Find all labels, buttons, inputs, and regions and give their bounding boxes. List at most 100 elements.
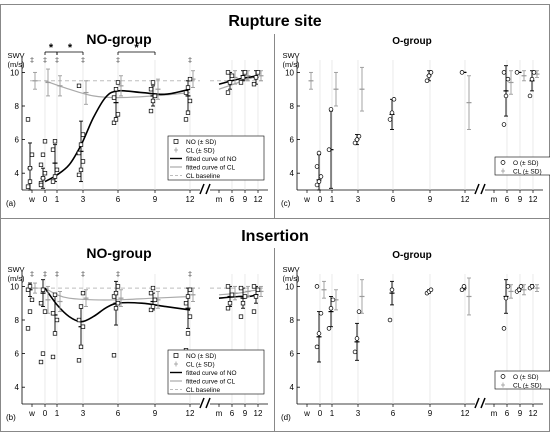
dagger-mark: ‡ [30,56,34,64]
legend-swatch [500,374,506,379]
no-point [225,70,231,75]
no-point [52,174,58,179]
no-point [38,162,44,167]
legend-label: fitted curve of CL [186,379,236,386]
y-axis-label: SWV [282,265,299,274]
axis-break [480,397,486,409]
no-point [253,75,259,80]
no-point [225,90,231,95]
no-point [38,359,44,365]
no-point [225,306,231,311]
o-point [426,73,432,79]
o-point [316,150,322,156]
no-point [115,112,121,117]
no-point [113,306,119,311]
x-tick-label: 6 [116,409,121,418]
axis-break [205,397,211,409]
dagger-mark: ‡ [30,270,34,278]
x-tick-label: 6 [230,409,235,418]
x-tick-label: 1 [330,409,335,418]
no-point [29,152,35,157]
x-tick-label: 3 [81,409,86,418]
y-tick-label: 8 [15,102,20,111]
o-point [459,70,465,75]
no-point [251,284,257,289]
o-point [529,76,535,82]
panel-title: O-group [392,250,431,261]
no-point [150,304,156,309]
o-point [354,336,360,341]
no-point [50,354,56,360]
significance-star: * [49,42,54,54]
no-point [242,294,248,299]
o-point [501,70,507,75]
x-tick-label: w [28,195,35,204]
no-point [38,301,44,306]
o-point [516,287,522,293]
o-point [527,93,533,99]
axis-break [474,183,480,195]
x-tick-label: 12 [529,195,538,204]
y-axis-label: (m/s) [7,60,25,69]
no-point [150,285,156,291]
y-axis-label: (m/s) [7,274,25,283]
no-point [185,331,191,336]
no-point [115,80,121,85]
o-point [330,297,336,303]
no-point [113,117,119,122]
y-tick-label: 10 [285,68,294,77]
no-point [40,152,46,157]
no-point [52,331,58,336]
x-tick-label: m [216,195,223,204]
dagger-mark: ‡ [55,270,59,278]
dagger-mark: ‡ [43,270,47,278]
no-point [187,98,193,104]
no-point [255,70,261,75]
x-tick-label: 6 [116,195,121,204]
panel-label: (b) [6,413,16,422]
x-tick-label: w [28,409,35,418]
x-tick-label: m [491,409,498,418]
x-tick-label: 0 [318,195,323,204]
panel-label: (a) [6,199,16,208]
no-point [111,353,117,358]
x-tick-label: 1 [330,195,335,204]
no-point [148,108,154,114]
dagger-mark: ‡ [188,56,192,64]
x-tick-label: 0 [43,409,48,418]
o-point [428,287,434,293]
no-point [27,166,33,171]
o-point [387,317,393,323]
x-tick-label: 9 [518,409,523,418]
y-axis-label: SWV [7,265,24,274]
dagger-mark: ‡ [81,56,85,64]
legend-box [494,370,550,390]
no-point [78,167,84,172]
no-point [227,301,233,306]
no-point [42,171,48,176]
x-tick-label: 9 [243,409,248,418]
y-tick-label: 10 [10,68,19,77]
o-point [314,344,320,350]
no-point [185,110,191,115]
legend-label: fitted curve of CL [186,165,236,172]
no-point [229,292,235,297]
axis-break [205,183,211,195]
legend-label: fitted curve of NO [186,370,237,377]
y-tick-label: 6 [15,350,20,359]
y-tick-label: 4 [15,383,20,392]
section-title-insertion: Insertion [241,228,309,245]
o-point [387,117,393,122]
dagger-mark: ‡ [116,56,120,64]
x-tick-label: 6 [505,195,510,204]
no-point [251,309,257,314]
o-point [314,182,320,188]
no-point [76,317,82,323]
y-tick-label: 8 [15,316,20,325]
no-point [25,326,31,331]
legend-swatch [500,160,506,165]
no-point [238,314,244,319]
legend-label: CL (± SD) [513,383,542,390]
no-point [238,285,244,291]
